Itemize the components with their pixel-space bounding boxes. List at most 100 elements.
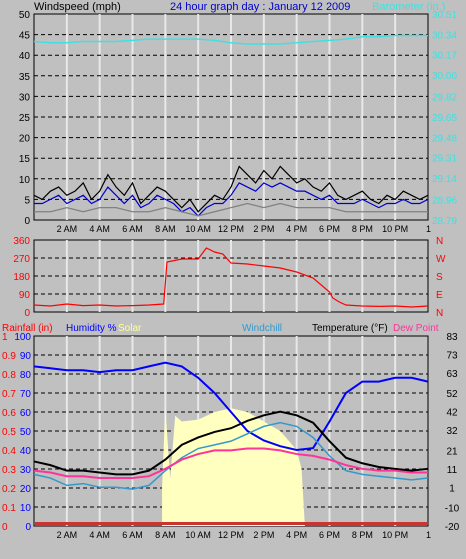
temp-tick-label: 32 xyxy=(446,426,458,437)
barometer-label: Barometer (in.) xyxy=(372,1,445,13)
rain-tick-label: 0.3 xyxy=(2,465,16,476)
barometer-tick-label: 28.96 xyxy=(432,196,457,207)
x-tick-label: 4 PM xyxy=(286,224,307,234)
barometer-line xyxy=(33,34,428,45)
temp-tick-label: 52 xyxy=(446,389,458,400)
barometer-tick-label: 29.48 xyxy=(432,133,457,144)
humidity-tick-label: 90 xyxy=(20,351,32,362)
humidity-tick-label: 10 xyxy=(20,503,32,514)
x-tick-label: 2 AM xyxy=(57,224,78,234)
temp-tick-label: 11 xyxy=(447,465,458,476)
rain-tick-label: 0.1 xyxy=(2,503,16,514)
temp-tick-label: 21 xyxy=(446,446,458,457)
x-tick-label: 4 AM xyxy=(89,530,110,540)
solar-label: Solar xyxy=(118,323,142,334)
temp-tick-label: 73 xyxy=(446,350,458,361)
direction-tick-label: 180 xyxy=(13,272,30,283)
humidity-label: Humidity % xyxy=(66,323,117,334)
temp-tick-label: 42 xyxy=(446,408,458,419)
humidity-tick-label: 0 xyxy=(25,522,31,533)
grid xyxy=(34,14,428,526)
compass-tick-label: E xyxy=(436,290,443,301)
dewpoint-line xyxy=(33,447,428,480)
barometer-tick-label: 30.17 xyxy=(432,51,457,62)
wind-tick-label: 45 xyxy=(19,31,31,42)
x-tick-label: 4 PM xyxy=(286,530,307,540)
humidity-line xyxy=(33,361,429,452)
x-tick-label: 10 PM xyxy=(382,530,408,540)
rain-tick-label: 0.5 xyxy=(2,427,16,438)
gust-line xyxy=(34,182,429,217)
x-tick-label: 6 AM xyxy=(122,224,143,234)
x-tick-label: 10 AM xyxy=(185,530,211,540)
x-tick-label: 10 PM xyxy=(382,224,408,234)
compass-tick-label: W xyxy=(436,254,446,265)
direction-tick-label: 270 xyxy=(13,254,30,265)
dewpoint-label: Dew Point xyxy=(393,323,439,334)
temp-tick-label: 63 xyxy=(446,369,458,380)
barometer-tick-label: 28.79 xyxy=(432,216,457,227)
rain-tick-label: 0.4 xyxy=(2,446,16,457)
temp-tick-label: -10 xyxy=(445,504,460,515)
x-tick-label: 2 AM xyxy=(57,530,78,540)
x-tick-label: 6 AM xyxy=(122,530,143,540)
wind-tick-label: 50 xyxy=(19,10,31,21)
humidity-tick-label: 60 xyxy=(20,408,32,419)
rain-tick-label: 0 xyxy=(2,522,8,533)
direction-tick-label: 90 xyxy=(19,290,31,301)
x-tick-label: 12 PM xyxy=(218,224,244,234)
rainfall-label: Rainfall (in) xyxy=(2,323,53,334)
rain-tick-label: 0.2 xyxy=(2,484,16,495)
temperature-label: Temperature (°F) xyxy=(312,323,388,334)
x-tick-label: 8 AM xyxy=(155,224,176,234)
direction-tick-label: 360 xyxy=(13,236,30,247)
temp-tick-label: 83 xyxy=(446,332,458,343)
rain-tick-label: 0.6 xyxy=(2,408,16,419)
barometer-tick-label: 29.14 xyxy=(432,174,457,185)
x-tick-label: 10 AM xyxy=(185,224,211,234)
barometer-tick-label: 29.82 xyxy=(432,93,457,104)
rain-tick-label: 0.8 xyxy=(2,370,16,381)
wind-tick-label: 10 xyxy=(19,175,31,186)
wind-tick-label: 0 xyxy=(24,216,30,227)
wind-tick-label: 15 xyxy=(19,154,31,165)
rain-tick-label: 1 xyxy=(2,332,8,343)
barometer-tick-label: 30.34 xyxy=(432,30,457,41)
barometer-tick-label: 30.00 xyxy=(432,71,457,82)
x-tick-label: 2 PM xyxy=(253,530,274,540)
barometer-tick-label: 29.31 xyxy=(432,154,457,165)
x-tick-label: 8 PM xyxy=(352,530,373,540)
windspeed-line xyxy=(33,165,429,213)
humidity-tick-label: 20 xyxy=(20,484,32,495)
wind-tick-label: 25 xyxy=(19,113,31,124)
wind-tick-label: 40 xyxy=(19,51,31,62)
barometer-tick-label: 30.51 xyxy=(432,10,457,21)
temperature-line xyxy=(33,410,429,476)
wind-min-line xyxy=(34,202,428,217)
x-tick-label: 8 AM xyxy=(155,530,176,540)
wind-tick-label: 5 xyxy=(24,195,30,206)
rain-tick-label: 0.7 xyxy=(2,389,16,400)
x-tick-label: 2 PM xyxy=(253,224,274,234)
wind-tick-label: 30 xyxy=(19,92,31,103)
x-tick-label: 8 PM xyxy=(352,224,373,234)
compass-tick-label: S xyxy=(436,272,443,283)
humidity-tick-label: 100 xyxy=(14,332,31,343)
wind-tick-label: 35 xyxy=(19,72,31,83)
chart-title: 24 hour graph day : January 12 2009 xyxy=(170,1,350,13)
rainfall-bar xyxy=(35,522,427,525)
humidity-tick-label: 50 xyxy=(20,427,32,438)
temp-tick-label: 1 xyxy=(449,483,455,494)
x-tick-label: 12 PM xyxy=(218,530,244,540)
direction-tick-label: 0 xyxy=(24,308,30,319)
x-tick-label: 4 AM xyxy=(89,224,110,234)
wind-tick-label: 20 xyxy=(19,134,31,145)
temp-tick-label: -20 xyxy=(445,522,460,533)
wind-axes: 0 5 10 15 20 25 30 35 40 45 50 28.79 28.96 29.14 29.31… xyxy=(19,10,458,234)
windchill-label: Windchill xyxy=(242,323,282,334)
x-end-tick: 1 xyxy=(426,530,431,540)
windchill-line xyxy=(33,421,429,490)
x-tick-label: 6 PM xyxy=(319,530,340,540)
